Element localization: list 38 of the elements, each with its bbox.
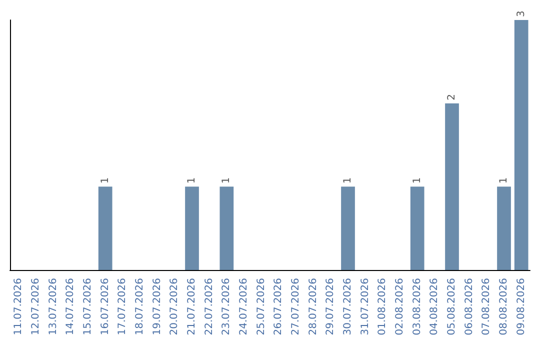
x-tick-label: 21.07.2026: [186, 278, 198, 336]
x-tick-label: 29.07.2026: [325, 278, 336, 336]
x-tick-label: 18.07.2026: [134, 278, 146, 336]
x-tick-label: 19.07.2026: [152, 278, 163, 336]
x-tick-label: 24.07.2026: [238, 278, 250, 336]
data-label: 1: [412, 177, 423, 184]
x-tick-label: 16.07.2026: [100, 278, 111, 336]
data-label: 3: [516, 10, 527, 17]
x-tick-label: 23.07.2026: [221, 278, 232, 336]
data-label: 1: [342, 177, 354, 184]
x-tick-label: 28.07.2026: [308, 278, 319, 336]
x-tick-label: 03.08.2026: [412, 278, 423, 336]
x-tick-label: 02.08.2026: [394, 278, 406, 336]
x-tick-label: 13.07.2026: [48, 278, 59, 336]
x-tick-label: 22.07.2026: [204, 278, 215, 336]
data-label: 2: [446, 94, 458, 100]
x-tick-label: 04.08.2026: [429, 278, 440, 336]
x-tick-label: 27.07.2026: [290, 278, 302, 336]
x-tick-label: 14.07.2026: [65, 278, 76, 336]
x-tick-label: 25.07.2026: [256, 278, 267, 336]
x-tick-label: 12.07.2026: [30, 278, 42, 336]
x-tick-label: 01.08.2026: [377, 278, 388, 336]
data-label: 1: [221, 177, 232, 184]
x-tick-label: 11.07.2026: [13, 278, 24, 336]
x-tick-label: 30.07.2026: [342, 278, 354, 336]
x-tick-label: 08.08.2026: [498, 278, 510, 336]
data-label: 1: [186, 177, 198, 184]
x-tick-label: 17.07.2026: [117, 278, 128, 336]
x-tick-label: 09.08.2026: [516, 278, 527, 336]
x-tick-label: 26.07.2026: [273, 278, 284, 336]
x-tick-label: 31.07.2026: [360, 278, 371, 336]
x-tick-label: 07.08.2026: [481, 278, 492, 336]
x-tick-label: 15.07.2026: [82, 278, 94, 336]
x-tick-label: 06.08.2026: [464, 278, 475, 336]
x-tick-label: 05.08.2026: [446, 278, 458, 336]
data-label: 1: [498, 177, 510, 184]
data-label: 1: [100, 177, 111, 184]
x-tick-label: 20.07.2026: [169, 278, 180, 336]
